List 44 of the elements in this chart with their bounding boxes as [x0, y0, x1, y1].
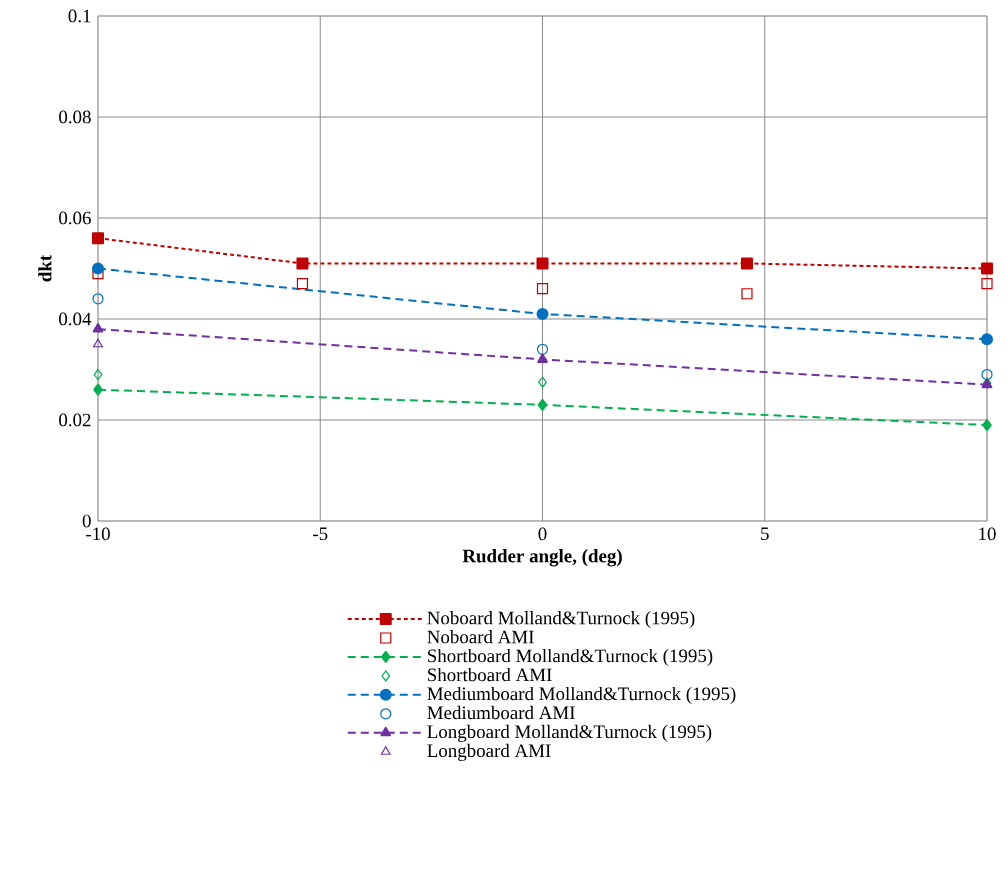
point — [296, 278, 309, 290]
point — [536, 307, 549, 320]
legend-label: Longboard AMI — [427, 743, 551, 761]
point — [93, 383, 103, 396]
legend-label: Longboard Molland&Turnock (1995) — [427, 724, 712, 742]
x-axis-title: Rudder angle, (deg) — [462, 549, 622, 567]
x-tick-label: 10 — [979, 527, 996, 541]
legend-label: Mediumboard Molland&Turnock (1995) — [427, 686, 736, 705]
point — [92, 293, 104, 305]
y-tick-label: 0.1 — [68, 9, 91, 23]
point — [536, 343, 549, 355]
point — [537, 398, 548, 411]
legend-label: Mediumboard AMI — [427, 705, 575, 720]
x-tick-label: -5 — [313, 527, 328, 541]
x-tick-label: 0 — [538, 527, 547, 541]
point — [537, 353, 548, 363]
point — [92, 323, 104, 333]
x-tick-label: -10 — [86, 527, 110, 541]
legend-label: Shortboard Molland&Turnock (1995) — [428, 648, 713, 667]
y-tick-label: 0 — [82, 514, 91, 528]
point — [536, 257, 549, 270]
x-tick-label: 5 — [761, 527, 769, 541]
point — [538, 376, 547, 388]
point — [92, 232, 104, 245]
y-tick-label: 0.04 — [59, 312, 92, 326]
point — [741, 288, 753, 300]
point — [981, 278, 993, 290]
y-tick-label: 0.08 — [59, 110, 91, 124]
legend-label: Noboard Molland&Turnock (1995) — [427, 611, 695, 629]
point — [981, 262, 994, 275]
legend-label: Noboard AMI — [427, 630, 534, 644]
y-tick-label: 0.02 — [59, 413, 91, 427]
point — [740, 257, 753, 270]
legend-label: Shortboard AMI — [428, 667, 552, 682]
point — [536, 283, 549, 295]
point — [981, 368, 993, 381]
point — [92, 262, 104, 275]
point — [93, 338, 103, 348]
point — [981, 333, 994, 346]
y-tick-label: 0.06 — [59, 211, 91, 225]
point — [982, 419, 992, 432]
point — [296, 257, 309, 270]
point — [93, 368, 103, 381]
y-axis-title: dkt — [38, 254, 52, 282]
